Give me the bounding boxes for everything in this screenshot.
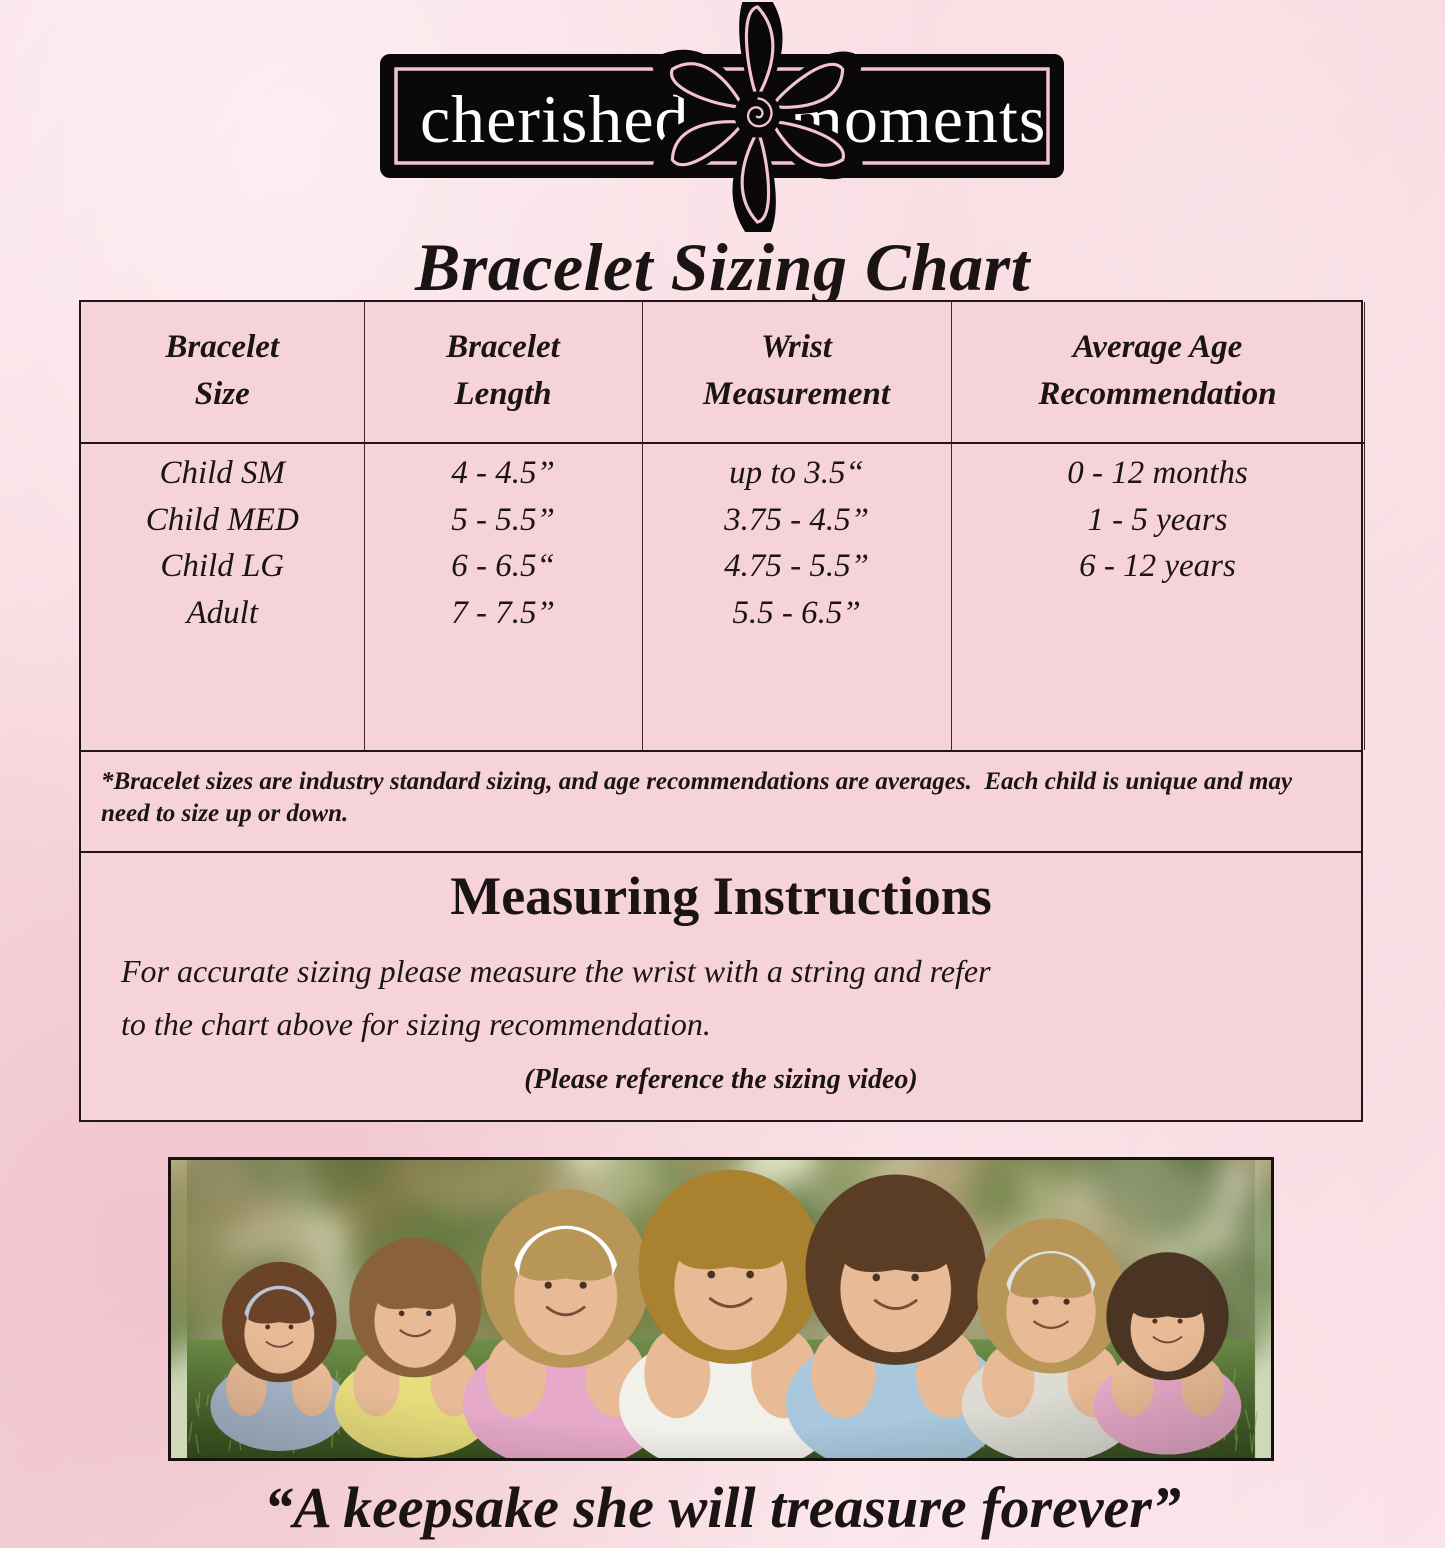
svg-text:cherished: cherished <box>420 81 690 157</box>
